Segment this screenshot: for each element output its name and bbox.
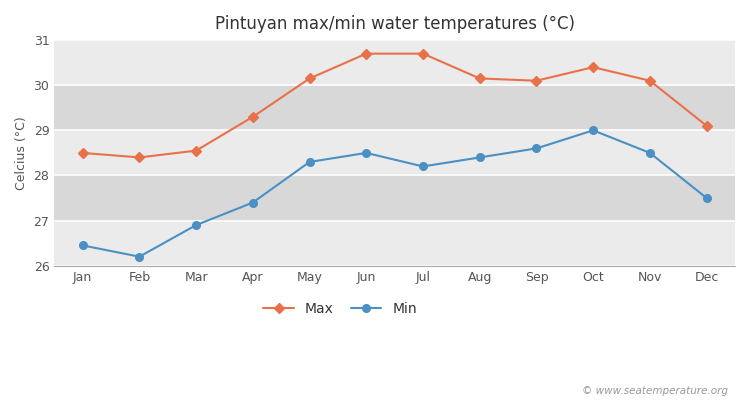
Max [589, 65, 598, 70]
Max [532, 78, 541, 83]
Bar [54, 220, 735, 266]
Min [78, 243, 87, 248]
Bar [54, 176, 735, 220]
Max [702, 124, 711, 128]
Max [248, 114, 257, 119]
Line: Min: Min [79, 126, 710, 260]
Bar [54, 130, 735, 176]
Bar [54, 40, 735, 85]
Min [589, 128, 598, 133]
Min [476, 155, 484, 160]
Max [191, 148, 200, 153]
Min [702, 196, 711, 200]
Title: Pintuyan max/min water temperatures (°C): Pintuyan max/min water temperatures (°C) [214, 15, 574, 33]
Max [305, 76, 314, 81]
Min [191, 223, 200, 228]
Min [646, 150, 655, 155]
Max [476, 76, 484, 81]
Min [305, 160, 314, 164]
Min [532, 146, 541, 151]
Max [419, 51, 428, 56]
Min [419, 164, 428, 169]
Legend: Max, Min: Max, Min [258, 297, 422, 322]
Bar [54, 85, 735, 130]
Min [362, 150, 370, 155]
Y-axis label: Celcius (°C): Celcius (°C) [15, 116, 28, 190]
Min [248, 200, 257, 205]
Line: Max: Max [79, 50, 710, 161]
Max [78, 150, 87, 155]
Text: © www.seatemperature.org: © www.seatemperature.org [581, 386, 728, 396]
Max [362, 51, 370, 56]
Max [135, 155, 144, 160]
Max [646, 78, 655, 83]
Min [135, 254, 144, 259]
